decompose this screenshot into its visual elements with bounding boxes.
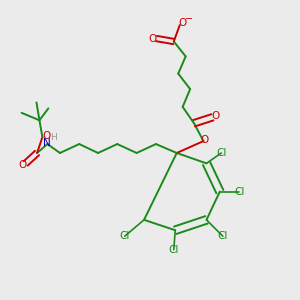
Text: O: O [211,111,220,121]
Text: O: O [149,34,157,44]
Text: Cl: Cl [234,187,244,196]
Text: −: − [184,14,193,24]
Text: O: O [18,160,26,170]
Text: Cl: Cl [216,148,226,158]
Text: Cl: Cl [119,231,130,241]
Text: Cl: Cl [169,244,179,255]
Text: H: H [50,133,57,142]
Text: O: O [178,18,186,28]
Text: O: O [42,131,51,141]
Text: O: O [201,135,209,145]
Text: Cl: Cl [218,231,228,241]
Text: N: N [43,139,51,148]
